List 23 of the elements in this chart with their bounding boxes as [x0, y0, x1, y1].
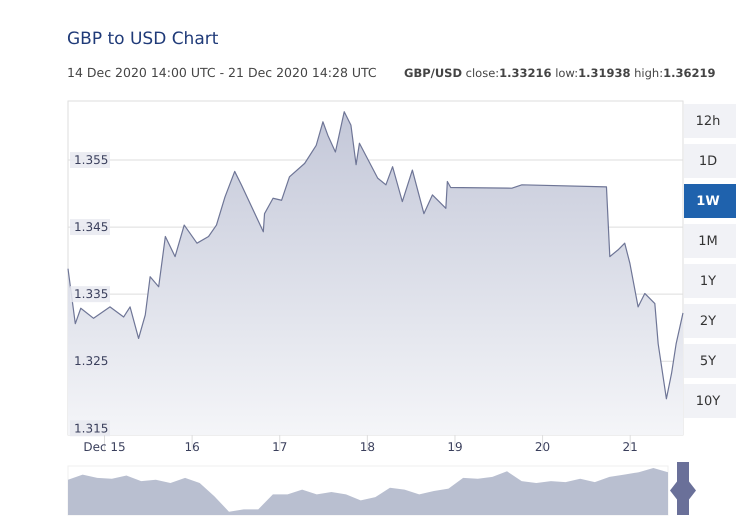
range-button: 5Y	[684, 344, 736, 378]
range-button: 12h	[684, 104, 736, 138]
range-button: 1Y	[684, 264, 736, 298]
text: GBP/USD close:1.33216 low:1.31938 high:1.36219	[404, 66, 716, 80]
x-tick-label: 18	[360, 440, 375, 454]
y-tick-label: 1.355	[74, 153, 108, 168]
x-tick-label: 21	[622, 440, 638, 454]
x-tick-label: Dec 15	[83, 440, 126, 454]
range-button: 2Y	[684, 304, 736, 338]
range-button: 1D	[684, 144, 736, 178]
x-tick-label: 20	[534, 440, 550, 454]
y-tick-label: 1.345	[74, 220, 108, 234]
range-button: 1W	[684, 184, 736, 218]
x-tick-label: 17	[272, 440, 288, 454]
y-tick-label: 1.315	[74, 421, 108, 436]
chart-title: GBP to USD Chart	[67, 29, 219, 49]
range-button: 10Y	[684, 384, 736, 418]
x-tick-label: 19	[447, 440, 463, 454]
y-tick-label: 1.335	[74, 287, 108, 302]
x-tick-label: 16	[184, 440, 200, 454]
range-button: 1M	[684, 224, 736, 258]
chart-subtitle: 14 Dec 2020 14:00 UTC - 21 Dec 2020 14:28 UTC	[67, 65, 377, 80]
y-tick-label: 1.325	[74, 354, 108, 368]
